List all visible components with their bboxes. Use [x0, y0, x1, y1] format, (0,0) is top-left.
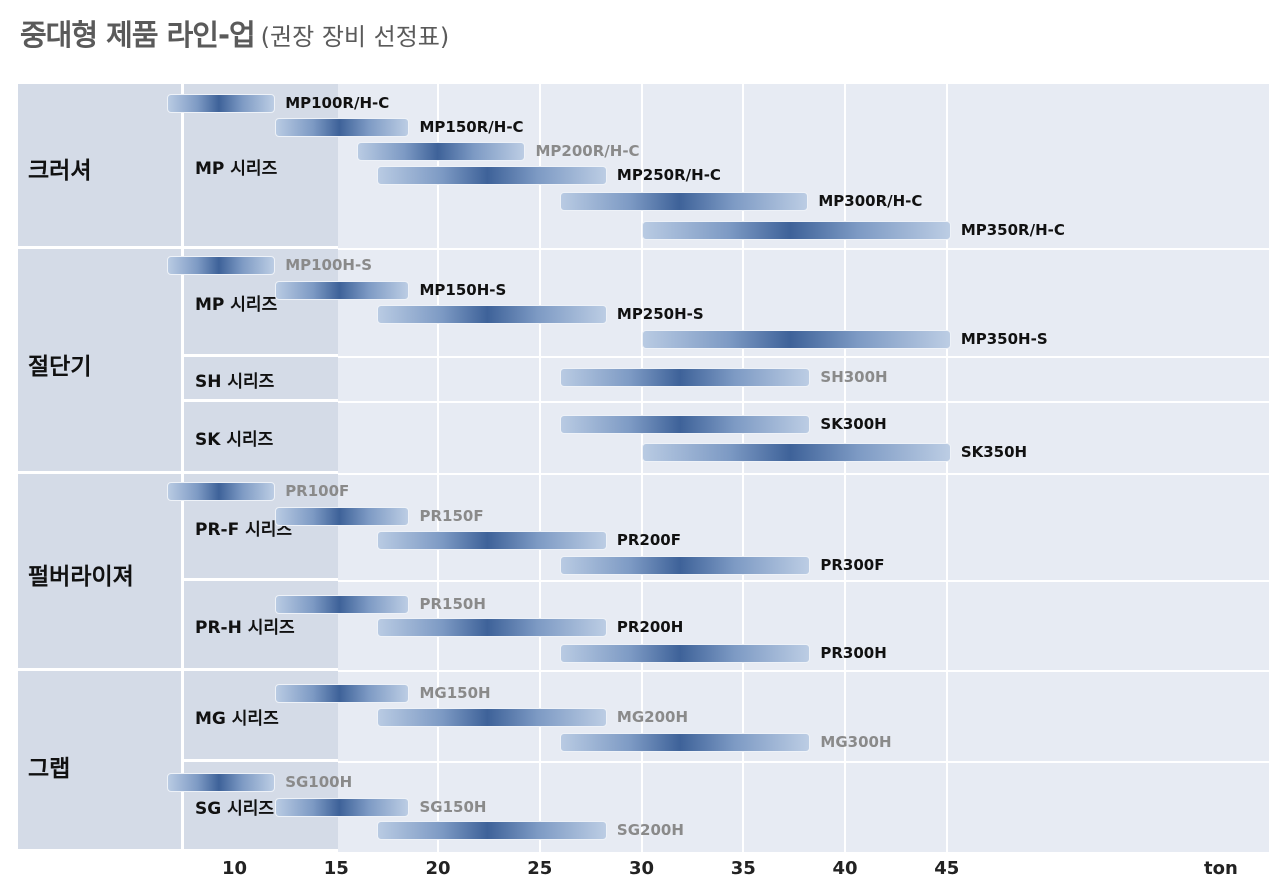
bar-label: PR300F [820, 555, 885, 574]
row-divider [338, 248, 1269, 250]
chart-subtitle: (권장 장비 선정표) [260, 23, 450, 51]
bar-label: MP300R/H-C [818, 191, 923, 210]
bar-label: PR300H [820, 643, 887, 662]
range-bar [376, 707, 607, 727]
x-tick-label: 25 [527, 858, 553, 879]
series-label: MP 시리즈 [195, 295, 278, 315]
bar-label: PR200F [616, 530, 681, 549]
row-divider [338, 356, 1269, 358]
bar-label: MP100R/H-C [285, 93, 390, 112]
bar-label: SH300H [820, 367, 888, 386]
row-divider [338, 401, 1269, 403]
bar-label: MG150H [419, 683, 491, 702]
row-divider [338, 473, 1269, 475]
range-bar [275, 506, 410, 526]
range-bar [275, 683, 410, 703]
bar-label: MP150R/H-C [419, 117, 524, 136]
category-label: 절단기 [28, 354, 92, 380]
series-label: SK 시리즈 [195, 430, 274, 450]
bar-label: SK350H [960, 442, 1028, 461]
bar-label: SG200H [616, 820, 684, 839]
range-bar [641, 220, 951, 240]
category-cell: 그랩 [18, 671, 181, 852]
range-bar [275, 797, 410, 817]
bar-label: MP250H-S [616, 304, 704, 323]
series-cell: PR-H 시리즈 [181, 581, 338, 671]
x-tick-label: 10 [221, 858, 248, 879]
bar-label: MG200H [616, 707, 688, 726]
x-tick-label: 20 [425, 858, 451, 879]
range-bar [275, 594, 410, 614]
series-label: PR-F 시리즈 [195, 519, 293, 540]
bar-label: MP150H-S [419, 280, 507, 299]
range-bar [560, 367, 811, 387]
range-bar [356, 141, 526, 161]
range-bar [275, 280, 410, 300]
bar-label: MP350R/H-C [960, 220, 1065, 239]
gridline-x-20 [437, 84, 439, 852]
bar-label: SG100H [285, 772, 353, 791]
range-bar [641, 442, 951, 462]
range-bar [376, 820, 607, 840]
bar-label: MP250R/H-C [616, 165, 721, 184]
series-cell: SH 시리즈 [181, 357, 338, 402]
row-divider [338, 761, 1269, 763]
series-label: MP 시리즈 [195, 158, 278, 179]
x-tick-label: 45 [934, 858, 960, 879]
x-axis-unit: ton [1204, 858, 1238, 879]
range-bar [560, 191, 809, 211]
category-label: 크러셔 [28, 158, 92, 184]
x-tick-label: 40 [832, 858, 858, 879]
range-bar [560, 643, 811, 663]
series-label: SG 시리즈 [195, 799, 275, 819]
gridline-x-30 [640, 84, 643, 852]
range-bar [560, 414, 811, 434]
bar-label: MP200R/H-C [535, 141, 640, 160]
range-bar [167, 255, 276, 275]
row-divider [338, 670, 1269, 672]
range-bar [376, 617, 607, 637]
range-bar [376, 165, 607, 185]
range-bar [167, 772, 276, 792]
category-cell: 크러셔 [18, 84, 181, 249]
range-bar [641, 329, 951, 349]
bar-label: PR150H [419, 594, 486, 613]
category-label: 그랩 [28, 756, 71, 782]
gridline-x-45 [945, 84, 948, 852]
gridline-x-40 [844, 84, 846, 852]
range-bar [376, 304, 607, 324]
range-bar [560, 555, 811, 575]
series-label: PR-H 시리즈 [195, 618, 295, 638]
range-bar [167, 481, 276, 501]
bar-label: SG150H [419, 797, 487, 816]
bar-label: SK300H [820, 414, 887, 433]
range-bar [376, 530, 607, 550]
gridline-x-25 [538, 84, 541, 852]
bar-label: MG300H [820, 732, 892, 751]
chart-title-group: 중대형 제품 라인-업 (권장 장비 선정표) [20, 12, 449, 54]
gridline-x-35 [742, 84, 745, 852]
bar-label: MP100H-S [285, 255, 373, 274]
range-bar [275, 117, 410, 137]
x-tick-label: 30 [628, 858, 655, 879]
x-tick-label: 35 [730, 858, 756, 879]
category-label: 펄버라이져 [28, 564, 134, 590]
range-bar [560, 732, 811, 752]
series-label: SH 시리즈 [195, 371, 275, 392]
category-cell: 펄버라이져 [18, 474, 181, 671]
x-tick-label: 15 [323, 858, 349, 879]
range-bar [167, 93, 276, 113]
chart-title: 중대형 제품 라인-업 [20, 18, 256, 52]
selection-table: 크러셔 MP 시리즈 MP100R/H-C MP150R/H-C MP200R/H-C M… [18, 84, 1269, 852]
series-label: MG 시리즈 [195, 708, 279, 729]
bar-label: MP350H-S [960, 329, 1048, 348]
series-cell: SK 시리즈 [181, 402, 338, 474]
row-divider [338, 580, 1269, 582]
bar-label: PR150F [419, 506, 484, 525]
bar-label: PR100F [285, 481, 350, 500]
category-cell: 절단기 [18, 249, 181, 474]
bar-label: PR200H [616, 617, 684, 636]
